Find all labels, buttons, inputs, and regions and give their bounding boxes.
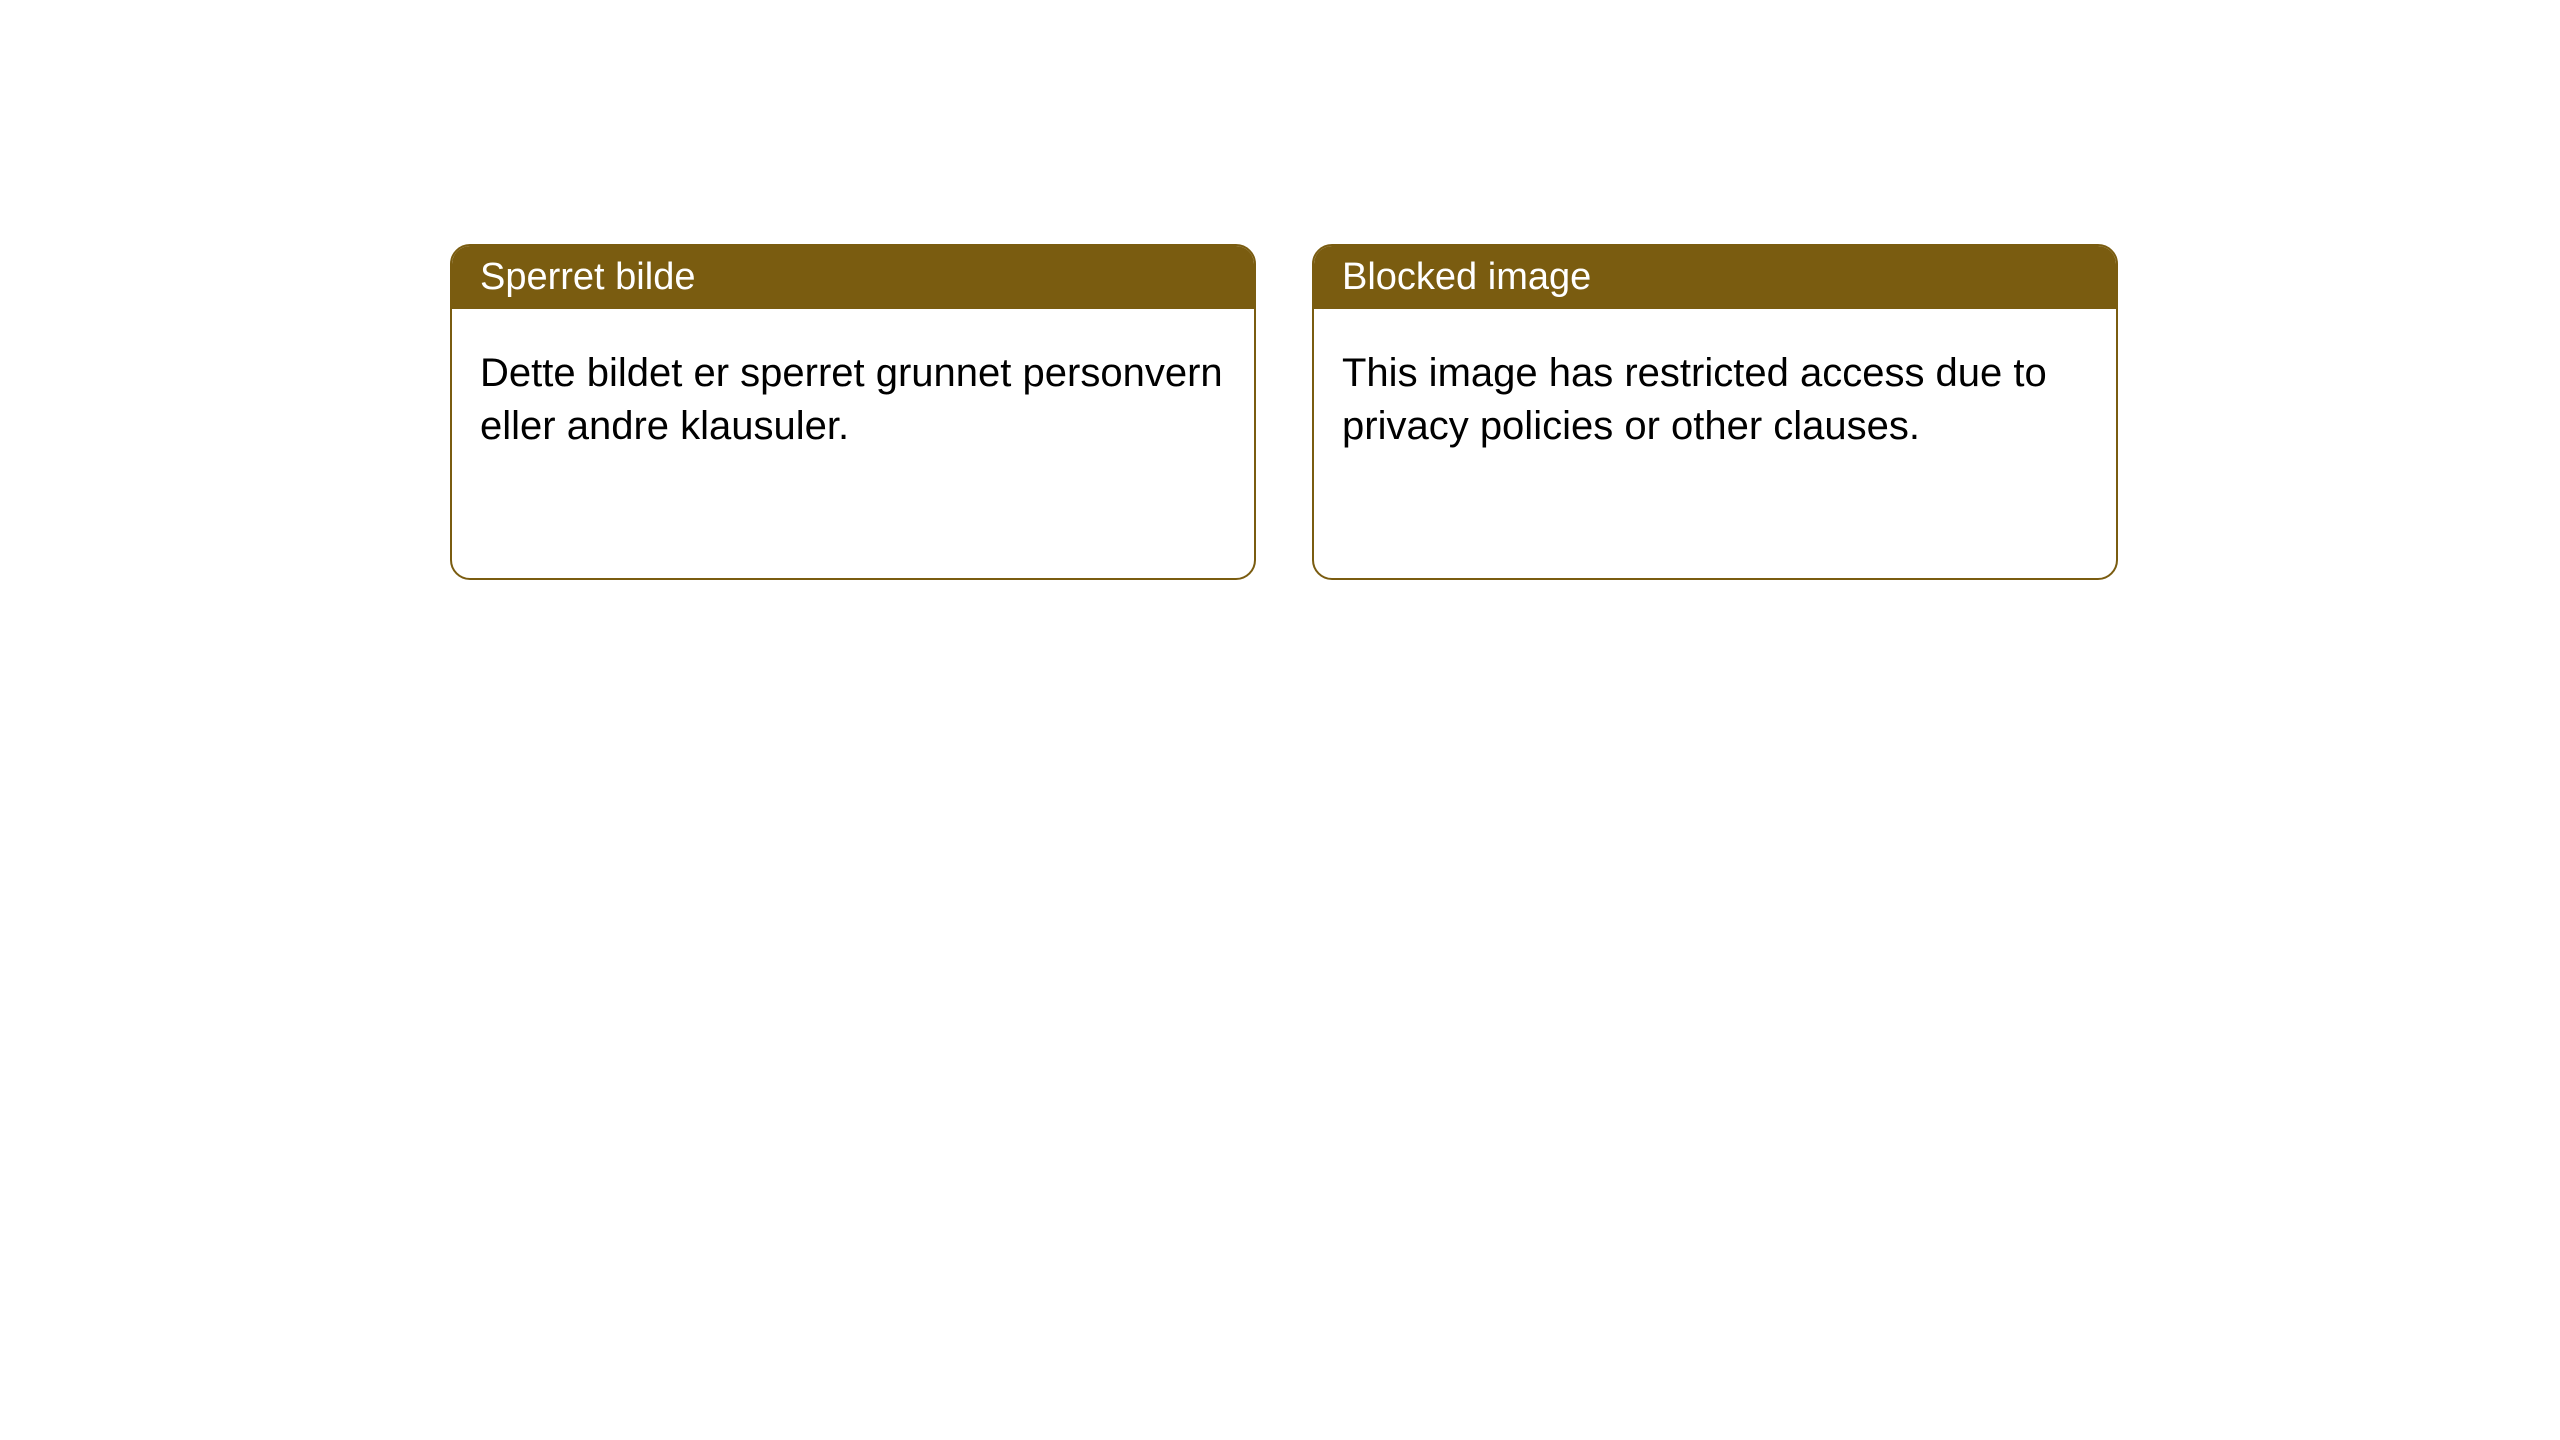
notice-body-english: This image has restricted access due to …	[1314, 309, 2116, 491]
notice-header-english: Blocked image	[1314, 246, 2116, 309]
notice-card-norwegian: Sperret bilde Dette bildet er sperret gr…	[450, 244, 1256, 580]
notice-card-english: Blocked image This image has restricted …	[1312, 244, 2118, 580]
notice-container: Sperret bilde Dette bildet er sperret gr…	[0, 0, 2560, 580]
notice-header-norwegian: Sperret bilde	[452, 246, 1254, 309]
notice-body-norwegian: Dette bildet er sperret grunnet personve…	[452, 309, 1254, 491]
